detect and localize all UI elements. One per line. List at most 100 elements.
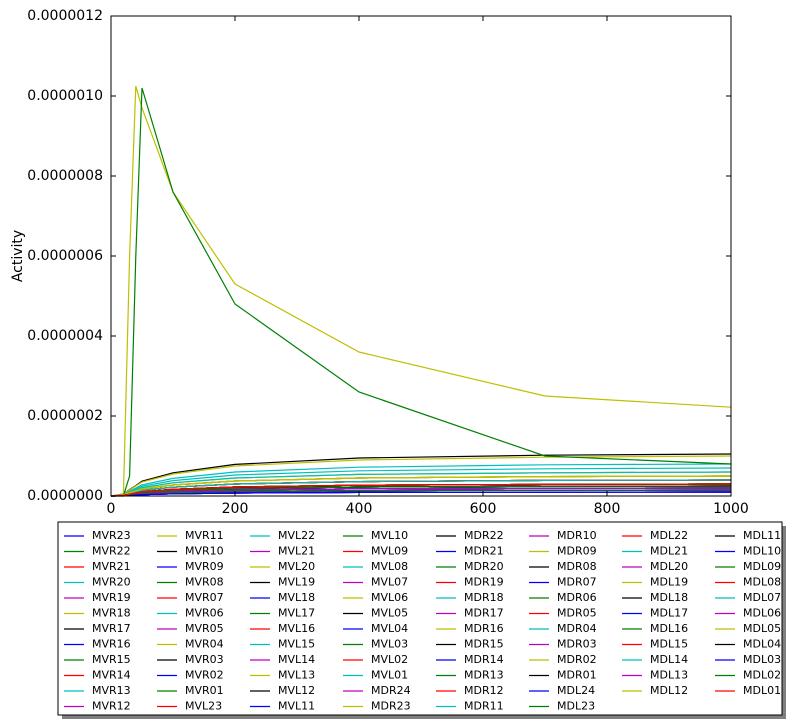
legend-label: MVL05 bbox=[371, 607, 408, 620]
legend-label: MVR19 bbox=[92, 591, 131, 604]
legend-label: MVL15 bbox=[278, 638, 315, 651]
legend-label: MDL01 bbox=[743, 684, 781, 697]
x-tick-label: 1000 bbox=[713, 501, 749, 517]
legend-label: MDL18 bbox=[650, 591, 688, 604]
legend-label: MDR10 bbox=[557, 529, 597, 542]
legend-label: MVL08 bbox=[371, 560, 408, 573]
legend-label: MVL11 bbox=[278, 700, 315, 713]
legend-label: MVL18 bbox=[278, 591, 315, 604]
legend-label: MVL13 bbox=[278, 669, 315, 682]
legend-label: MDL19 bbox=[650, 576, 688, 589]
legend-label: MVR04 bbox=[185, 638, 224, 651]
legend-label: MVL16 bbox=[278, 622, 315, 635]
legend-label: MVR12 bbox=[92, 700, 131, 713]
legend-label: MDR19 bbox=[464, 576, 504, 589]
legend-label: MDL20 bbox=[650, 560, 688, 573]
legend-label: MVL12 bbox=[278, 684, 315, 697]
legend-label: MDL16 bbox=[650, 622, 688, 635]
legend-label: MDL17 bbox=[650, 607, 688, 620]
legend-label: MVL19 bbox=[278, 576, 315, 589]
legend-label: MVL20 bbox=[278, 560, 315, 573]
legend-label: MVL09 bbox=[371, 545, 408, 558]
legend-label: MDR23 bbox=[371, 700, 411, 713]
x-tick-label: 800 bbox=[594, 501, 621, 517]
legend-label: MDL13 bbox=[650, 669, 688, 682]
legend-box bbox=[57, 521, 783, 716]
legend-label: MDL15 bbox=[650, 638, 688, 651]
legend-label: MVR23 bbox=[92, 529, 131, 542]
legend: MVR23 MVR22 MVR21 MVR20 MVR19 MVR18 MVR17 MVR16… bbox=[57, 521, 786, 719]
legend-label: MVL07 bbox=[371, 576, 408, 589]
legend-label: MDL09 bbox=[743, 560, 781, 573]
legend-label: MDR05 bbox=[557, 607, 597, 620]
legend-label: MVR07 bbox=[185, 591, 224, 604]
x-tick-label: 400 bbox=[346, 501, 373, 517]
legend-label: MDL21 bbox=[650, 545, 688, 558]
legend-label: MDL02 bbox=[743, 669, 781, 682]
legend-label: MDR22 bbox=[464, 529, 504, 542]
series-line bbox=[110, 455, 732, 497]
legend-label: MDL23 bbox=[557, 700, 595, 713]
legend-label: MDR21 bbox=[464, 545, 504, 558]
legend-label: MDR14 bbox=[464, 653, 504, 666]
legend-label: MDL07 bbox=[743, 591, 781, 604]
y-tick-label: 0.0000000 bbox=[27, 488, 103, 504]
legend-label: MVL06 bbox=[371, 591, 408, 604]
legend-label: MVL10 bbox=[371, 529, 408, 542]
legend-label: MDR03 bbox=[557, 638, 597, 651]
y-tick-label: 0.0000010 bbox=[27, 88, 103, 104]
legend-label: MVR18 bbox=[92, 607, 131, 620]
legend-label: MVL01 bbox=[371, 669, 408, 682]
legend-label: MVL04 bbox=[371, 622, 408, 635]
legend-label: MDR08 bbox=[557, 560, 597, 573]
legend-label: MVR16 bbox=[92, 638, 131, 651]
legend-label: MDR02 bbox=[557, 653, 597, 666]
legend-label: MVL21 bbox=[278, 545, 315, 558]
legend-label: MDR13 bbox=[464, 669, 504, 682]
legend-label: MVR08 bbox=[185, 576, 224, 589]
legend-label: MDR20 bbox=[464, 560, 504, 573]
legend-label: MDR17 bbox=[464, 607, 504, 620]
y-tick-label: 0.0000012 bbox=[27, 8, 103, 24]
legend-label: MVL03 bbox=[371, 638, 408, 651]
x-tick-label: 0 bbox=[107, 501, 116, 517]
legend-label: MDR06 bbox=[557, 591, 597, 604]
legend-label: MDL22 bbox=[650, 529, 688, 542]
legend-label: MVR14 bbox=[92, 669, 131, 682]
legend-label: MDL06 bbox=[743, 607, 781, 620]
legend-label: MVR05 bbox=[185, 622, 224, 635]
legend-label: MVR06 bbox=[185, 607, 224, 620]
legend-label: MVL14 bbox=[278, 653, 315, 666]
legend-label: MVR13 bbox=[92, 684, 131, 697]
legend-label: MDL24 bbox=[557, 684, 595, 697]
legend-label: MDR11 bbox=[464, 700, 504, 713]
legend-label: MDL10 bbox=[743, 545, 781, 558]
legend-label: MDL03 bbox=[743, 653, 781, 666]
y-tick-label: 0.0000002 bbox=[27, 408, 103, 424]
legend-label: MDR04 bbox=[557, 622, 597, 635]
legend-label: MVR02 bbox=[185, 669, 224, 682]
legend-label: MVL22 bbox=[278, 529, 315, 542]
x-tick-label: 600 bbox=[470, 501, 497, 517]
legend-label: MDL04 bbox=[743, 638, 781, 651]
legend-label: MVR10 bbox=[185, 545, 224, 558]
legend-label: MVR17 bbox=[92, 622, 131, 635]
legend-label: MDL14 bbox=[650, 653, 688, 666]
legend-label: MDR15 bbox=[464, 638, 504, 651]
legend-label: MDR01 bbox=[557, 669, 597, 682]
legend-label: MVL17 bbox=[278, 607, 315, 620]
y-tick-label: 0.0000008 bbox=[27, 168, 103, 184]
series-line bbox=[111, 87, 732, 497]
legend-label: MVR20 bbox=[92, 576, 131, 589]
series-line bbox=[110, 475, 732, 497]
legend-label: MVR09 bbox=[185, 560, 224, 573]
legend-label: MDR07 bbox=[557, 576, 597, 589]
legend-label: MVR21 bbox=[92, 560, 131, 573]
legend-label: MVR03 bbox=[185, 653, 224, 666]
legend-label: MDL12 bbox=[650, 684, 688, 697]
series-line bbox=[111, 85, 732, 497]
legend-label: MDR18 bbox=[464, 591, 504, 604]
legend-label: MDR16 bbox=[464, 622, 504, 635]
legend-label: MVR22 bbox=[92, 545, 131, 558]
